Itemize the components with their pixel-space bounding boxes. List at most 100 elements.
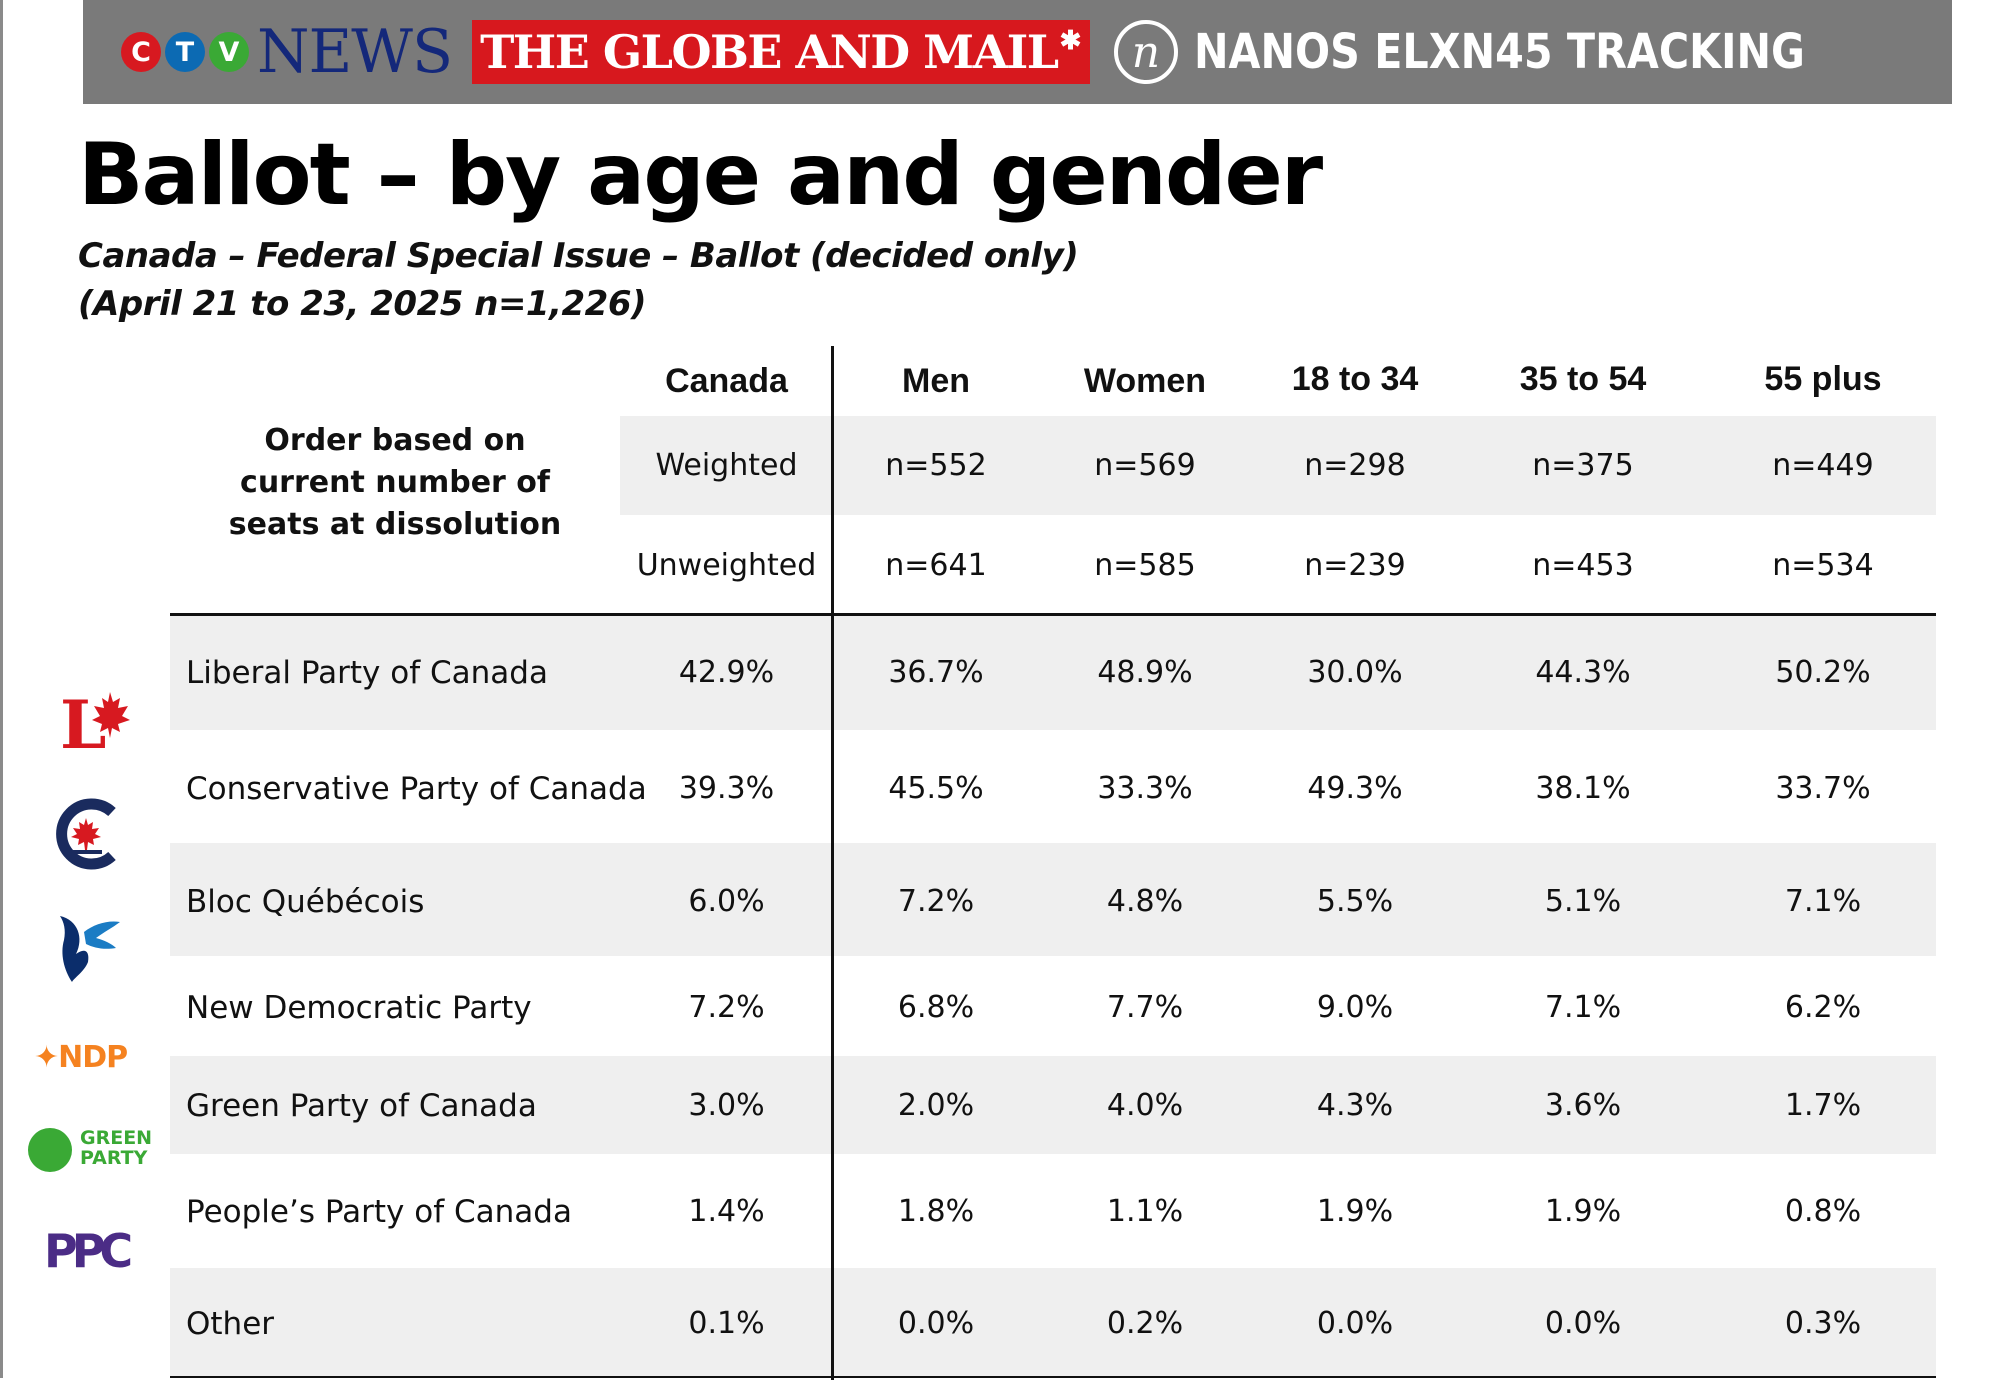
table-bottom-rule [170, 1376, 1936, 1378]
weighted-55-plus: n=449 [1772, 448, 1874, 483]
green-logo-line2: PARTY [80, 1147, 148, 1169]
order-note: Order based on current number of seats a… [228, 423, 562, 542]
cell-ndp-women: 7.7% [1106, 990, 1184, 1025]
liberal-logo-icon: L [60, 686, 132, 764]
cell-bloc-35-54: 5.1% [1544, 884, 1622, 919]
header-banner: C T V NEWS THE GLOBE AND MAIL ✱ n NANOS … [83, 0, 1952, 104]
unweighted-55-plus: n=534 [1772, 548, 1874, 583]
cell-green-men: 2.0% [897, 1088, 975, 1123]
subtitle-dates: (April 21 to 23, 2025 n=1,226) [78, 284, 647, 324]
maple-leaf-icon: ✱ [1059, 26, 1082, 56]
ndp-leaf-icon: ✦ [34, 1040, 59, 1075]
cell-conservative-canada: 39.3% [678, 771, 775, 806]
cell-green-canada: 3.0% [688, 1088, 765, 1123]
green-logo-text: GREEN PARTY [80, 1128, 152, 1168]
cell-green-35-54: 3.6% [1544, 1088, 1622, 1123]
party-label-bloc: Bloc Québécois [186, 884, 425, 920]
ndp-logo-text: NDP [58, 1040, 128, 1075]
weighted-35-54: n=375 [1532, 448, 1634, 483]
cell-bloc-18-34: 5.5% [1316, 884, 1394, 919]
globe-and-mail-text: THE GLOBE AND MAIL [480, 25, 1059, 79]
row-shade-other [170, 1268, 1936, 1378]
cell-other-55-plus: 0.3% [1784, 1306, 1862, 1341]
ctv-v-letter: V [209, 32, 249, 72]
unweighted-men: n=641 [885, 548, 987, 583]
cell-ndp-55-plus: 6.2% [1784, 990, 1862, 1025]
cell-other-canada: 0.1% [688, 1306, 765, 1341]
cell-ndp-18-34: 9.0% [1316, 990, 1394, 1025]
unweighted-women: n=585 [1094, 548, 1196, 583]
cell-other-men: 0.0% [897, 1306, 975, 1341]
cell-ppc-18-34: 1.9% [1316, 1194, 1394, 1229]
cell-liberal-canada: 42.9% [678, 655, 775, 690]
cell-other-35-54: 0.0% [1544, 1306, 1622, 1341]
cell-ppc-women: 1.1% [1106, 1194, 1184, 1229]
cell-other-women: 0.2% [1106, 1306, 1184, 1341]
cell-liberal-35-54: 44.3% [1535, 655, 1631, 690]
col-head-women: Women [1083, 362, 1207, 400]
cell-liberal-55-plus: 50.2% [1775, 655, 1871, 690]
page-edge-line [0, 0, 3, 1378]
cell-conservative-women: 33.3% [1097, 771, 1193, 806]
party-label-green: Green Party of Canada [186, 1088, 537, 1124]
col-head-18-34: 18 to 34 [1291, 360, 1419, 398]
weighted-18-34: n=298 [1304, 448, 1406, 483]
column-divider [831, 346, 834, 1380]
tracking-label: NANOS ELXN45 TRACKING [1193, 24, 1805, 80]
cell-liberal-women: 48.9% [1097, 655, 1193, 690]
ctv-c-letter: C [121, 32, 161, 72]
cell-bloc-canada: 6.0% [688, 884, 765, 919]
unweighted-label: Unweighted [636, 548, 817, 583]
cell-other-18-34: 0.0% [1316, 1306, 1394, 1341]
col-head-men: Men [902, 362, 970, 400]
cell-conservative-18-34: 49.3% [1307, 771, 1403, 806]
ctv-news-logo: C T V NEWS [121, 17, 453, 87]
col-head-35-54: 35 to 54 [1519, 360, 1647, 398]
nanos-mark: n [1131, 26, 1161, 78]
weighted-label: Weighted [655, 448, 798, 483]
col-head-55-plus: 55 plus [1764, 360, 1882, 398]
cell-liberal-men: 36.7% [888, 655, 984, 690]
row-shade-bloc [170, 843, 1936, 956]
page-title: Ballot – by age and gender [78, 125, 1323, 225]
party-label-conservative: Conservative Party of Canada [186, 771, 647, 807]
ppc-logo-icon: PPC [44, 1224, 133, 1278]
subtitle-survey: Canada – Federal Special Issue – Ballot … [78, 236, 1079, 276]
green-dot-icon [28, 1128, 72, 1172]
cell-ppc-canada: 1.4% [688, 1194, 765, 1229]
cell-ndp-35-54: 7.1% [1544, 990, 1622, 1025]
cell-ndp-canada: 7.2% [688, 990, 765, 1025]
cell-green-18-34: 4.3% [1316, 1088, 1394, 1123]
cell-ndp-men: 6.8% [897, 990, 975, 1025]
party-label-ppc: People’s Party of Canada [186, 1194, 572, 1230]
nanos-logo: n [1113, 20, 1178, 84]
cell-green-55-plus: 1.7% [1784, 1088, 1862, 1123]
ndp-logo-icon: ✦NDP [34, 1040, 128, 1075]
unweighted-35-54: n=453 [1532, 548, 1634, 583]
cell-bloc-men: 7.2% [897, 884, 975, 919]
party-label-other: Other [186, 1306, 275, 1342]
cell-bloc-55-plus: 7.1% [1784, 884, 1862, 919]
col-head-canada: Canada [665, 362, 788, 400]
party-label-liberal: Liberal Party of Canada [186, 655, 548, 691]
cell-conservative-55-plus: 33.7% [1775, 771, 1871, 806]
bloc-quebecois-logo-icon [54, 910, 124, 984]
row-shade-green [170, 1056, 1936, 1154]
cell-liberal-18-34: 30.0% [1307, 655, 1403, 690]
unweighted-18-34: n=239 [1304, 548, 1406, 583]
globe-and-mail-logo: THE GLOBE AND MAIL ✱ [472, 20, 1090, 84]
header-bottom-rule [170, 613, 1936, 616]
weighted-women: n=569 [1094, 448, 1196, 483]
row-shade-liberal [170, 616, 1936, 730]
ctv-t-letter: T [165, 32, 205, 72]
green-party-logo-icon: GREEN PARTY [28, 1128, 154, 1176]
cell-conservative-men: 45.5% [888, 771, 984, 806]
green-logo-line1: GREEN [80, 1127, 153, 1149]
weighted-row-shade [620, 416, 1936, 515]
cell-green-women: 4.0% [1106, 1088, 1184, 1123]
liberal-logo-letter: L [60, 686, 106, 756]
conservative-logo-icon [50, 798, 120, 870]
weighted-men: n=552 [885, 448, 987, 483]
cell-ppc-men: 1.8% [897, 1194, 975, 1229]
cell-bloc-women: 4.8% [1106, 884, 1184, 919]
